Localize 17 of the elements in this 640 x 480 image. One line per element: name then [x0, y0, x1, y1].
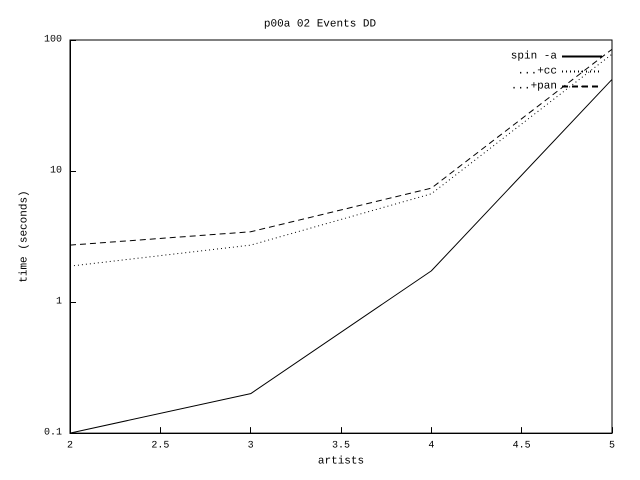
y-axis-title: time (seconds)	[18, 190, 30, 283]
legend-label: ...+cc	[517, 66, 557, 78]
x-tick-label: 2	[66, 440, 74, 452]
x-tick-label: 3	[248, 440, 254, 452]
x-tick-label: 4.5	[512, 440, 531, 452]
y-tick-label: 100	[44, 34, 62, 46]
legend-label: spin -a	[510, 50, 558, 62]
chart-title: p00a 02 Events DD	[264, 18, 377, 30]
legend-label: ...+pan	[510, 80, 557, 92]
y-tick-label: 10	[50, 166, 62, 177]
x-axis-title: artists	[318, 456, 364, 468]
x-tick-label: 3.5	[332, 440, 350, 452]
x-tick-label: 4	[428, 440, 434, 452]
y-tick-label: 1	[56, 296, 62, 308]
x-tick-label: 2.5	[151, 440, 170, 452]
y-tick-label: 0.1	[44, 428, 62, 439]
x-tick-label: 5	[608, 440, 616, 452]
